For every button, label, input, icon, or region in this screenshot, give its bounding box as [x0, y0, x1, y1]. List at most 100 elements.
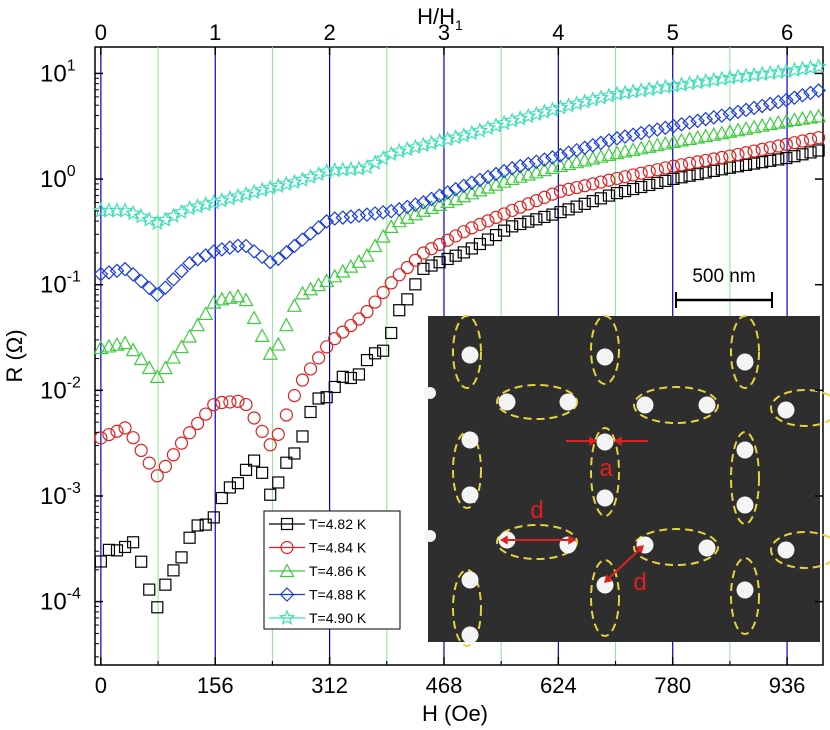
pinning-site-dot — [461, 431, 479, 449]
scale-bar-label: 500 nm — [692, 266, 755, 287]
y-tick-label: 10-4 — [40, 586, 81, 616]
data-point — [512, 158, 528, 174]
data-point — [351, 208, 367, 224]
data-point — [141, 280, 157, 296]
data-point — [279, 408, 293, 422]
y-tick-label: 10-2 — [40, 374, 81, 404]
data-point — [367, 238, 383, 253]
data-point — [762, 96, 778, 112]
data-point — [142, 456, 156, 470]
legend: T=4.82 K T=4.84 K T=4.86 K T=4.88 K T=4.90 K — [263, 510, 401, 630]
data-point — [489, 210, 503, 224]
data-point — [158, 280, 173, 296]
pinning-site-dot — [636, 396, 654, 414]
data-point — [320, 391, 333, 404]
data-point — [691, 168, 704, 181]
data-point — [562, 203, 575, 216]
data-point — [400, 260, 414, 275]
data-point — [609, 130, 625, 146]
y-tick-base: 10 — [40, 483, 67, 510]
data-point — [690, 113, 705, 129]
legend-label: T=4.86 K — [309, 563, 367, 579]
pinning-ellipse — [496, 384, 578, 420]
data-point — [102, 427, 116, 442]
data-point — [149, 287, 165, 302]
y-tick-base: 10 — [40, 589, 67, 616]
data-point — [182, 426, 197, 440]
data-point — [246, 310, 262, 325]
data-point — [770, 114, 786, 129]
data-point — [553, 184, 568, 198]
data-point — [641, 80, 658, 97]
data-point — [729, 68, 747, 84]
data-point — [222, 290, 238, 304]
data-point — [118, 540, 132, 554]
data-point — [441, 233, 455, 247]
x-tick-label: 936 — [769, 673, 806, 698]
data-point — [778, 113, 794, 128]
data-point — [238, 292, 254, 307]
data-point — [239, 397, 253, 412]
data-point — [391, 201, 407, 217]
data-point — [141, 360, 157, 375]
data-point — [737, 67, 755, 83]
pinning-site-dot — [596, 489, 614, 507]
data-point — [150, 469, 164, 483]
data-point — [568, 95, 585, 111]
data-point — [634, 166, 648, 180]
data-point — [544, 101, 561, 117]
data-point — [135, 555, 148, 568]
data-point — [343, 258, 359, 273]
data-point — [255, 424, 269, 438]
data-point — [802, 59, 819, 75]
data-point — [715, 150, 729, 165]
x-tick-label: 312 — [311, 673, 348, 698]
data-point — [609, 145, 625, 160]
data-point — [537, 152, 552, 167]
x2-tick-label: 4 — [552, 20, 564, 45]
data-point — [158, 459, 172, 473]
data-point — [762, 116, 778, 131]
data-point — [778, 62, 795, 79]
legend-marker — [279, 587, 295, 602]
data-point — [183, 531, 196, 544]
data-point — [174, 339, 190, 354]
data-point — [93, 266, 109, 282]
diameter-arrowhead-right — [614, 436, 622, 446]
legend-label: T=4.84 K — [309, 540, 367, 556]
data-point — [166, 272, 181, 287]
data-point — [214, 242, 230, 257]
data-point — [295, 232, 310, 248]
data-point — [464, 175, 480, 191]
data-point — [303, 281, 319, 296]
data-point — [552, 99, 569, 115]
data-point — [198, 306, 214, 320]
y-tick-exponent: -3 — [67, 480, 81, 497]
data-point — [270, 336, 286, 351]
spacing-arrowhead-h-left — [500, 535, 508, 545]
y-tick-exponent: -4 — [67, 586, 81, 603]
data-point — [214, 291, 230, 306]
data-point — [352, 312, 366, 326]
spacing-arrowhead-h-right — [568, 535, 576, 545]
data-point — [586, 177, 600, 191]
data-point — [690, 129, 706, 144]
data-point — [359, 207, 375, 223]
data-point — [126, 431, 140, 445]
data-point — [504, 160, 520, 176]
data-point — [190, 317, 206, 332]
data-point — [787, 136, 802, 150]
data-point — [116, 202, 134, 218]
data-point — [689, 73, 706, 90]
data-point — [262, 254, 278, 270]
data-point — [262, 346, 278, 360]
data-point — [682, 115, 697, 130]
data-point — [335, 263, 351, 278]
data-point — [182, 255, 197, 271]
data-point — [94, 431, 108, 445]
data-point — [239, 463, 253, 476]
legend-label: T=4.82 K — [309, 516, 367, 532]
data-point — [505, 203, 519, 218]
data-point — [393, 304, 406, 317]
data-point — [642, 164, 656, 179]
